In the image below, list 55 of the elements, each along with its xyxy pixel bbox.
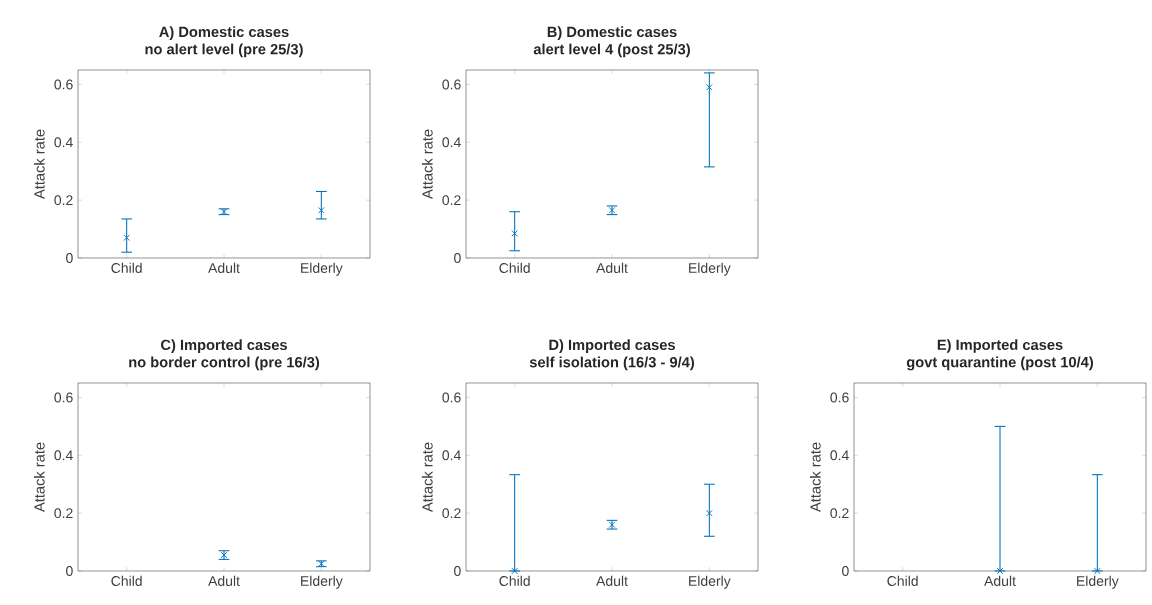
y-tick-label: 0.2	[830, 508, 849, 519]
chart-title: E) Imported cases	[937, 339, 1063, 353]
y-axis-title: Attack rate	[33, 442, 45, 513]
y-tick-label: 0.6	[442, 79, 461, 90]
chart-subtitle: alert level 4 (post 25/3)	[533, 43, 690, 58]
chart-subtitle: no alert level (pre 25/3)	[145, 43, 303, 58]
x-tick-label: Elderly	[689, 262, 731, 276]
y-tick-label: 0.6	[54, 79, 73, 90]
point	[123, 234, 130, 242]
y-tick-label: 0.2	[442, 195, 461, 206]
x-tick-label: Child	[111, 262, 142, 273]
y-axis-title: Attack rate	[33, 129, 45, 200]
chart-subtitle: govt quarantine (post 10/4)	[906, 356, 1093, 371]
y-tick-label: 0.6	[442, 392, 461, 403]
x-tick-label: Adult	[596, 262, 628, 273]
x-tick-label: Adult	[208, 575, 240, 586]
point	[706, 84, 713, 91]
y-tick-label: 0.2	[54, 195, 73, 206]
y-axis-title: Attack rate	[421, 129, 433, 200]
y-tick-label: 0.4	[54, 450, 73, 461]
x-tick-label: Child	[499, 262, 530, 273]
y-tick-label: 0.2	[54, 508, 73, 519]
chart-title: A) Domestic cases	[159, 26, 289, 40]
y-tick-label: 0	[454, 566, 461, 576]
x-tick-label: Child	[111, 575, 142, 586]
chart-subtitle: no border control (pre 16/3)	[129, 356, 320, 371]
y-axis-title: Attack rate	[421, 442, 433, 513]
point	[318, 206, 325, 214]
y-tick-label: 0.6	[54, 392, 73, 403]
y-axis-title: Attack rate	[809, 442, 821, 513]
y-tick-label: 0.6	[830, 392, 849, 403]
y-tick-label: 0	[66, 566, 73, 576]
x-tick-label: Child	[499, 575, 530, 586]
y-tick-label: 0.4	[830, 450, 849, 461]
x-tick-label: Elderly	[301, 262, 343, 276]
y-tick-label: 0	[842, 566, 849, 576]
chart-subtitle: self isolation (16/3 - 9/4)	[529, 356, 695, 371]
x-tick-label: Adult	[984, 575, 1016, 586]
chart-title: C) Imported cases	[161, 339, 287, 353]
chart-title: B) Domestic cases	[547, 26, 677, 40]
chart-title: D) Imported cases	[549, 339, 675, 353]
y-tick-label: 0.4	[442, 450, 461, 461]
x-tick-label: Adult	[208, 262, 240, 273]
x-tick-label: Elderly	[689, 575, 731, 589]
x-tick-label: Elderly	[301, 575, 343, 589]
y-tick-label: 0	[454, 253, 461, 263]
y-tick-label: 0.4	[442, 137, 461, 148]
x-tick-label: Child	[887, 575, 918, 586]
y-tick-label: 0.2	[442, 508, 461, 519]
point	[706, 509, 713, 517]
y-tick-label: 0	[66, 253, 73, 263]
y-tick-label: 0.4	[54, 137, 73, 148]
x-tick-label: Elderly	[1077, 575, 1119, 589]
point	[511, 230, 518, 237]
x-tick-label: Adult	[596, 575, 628, 586]
